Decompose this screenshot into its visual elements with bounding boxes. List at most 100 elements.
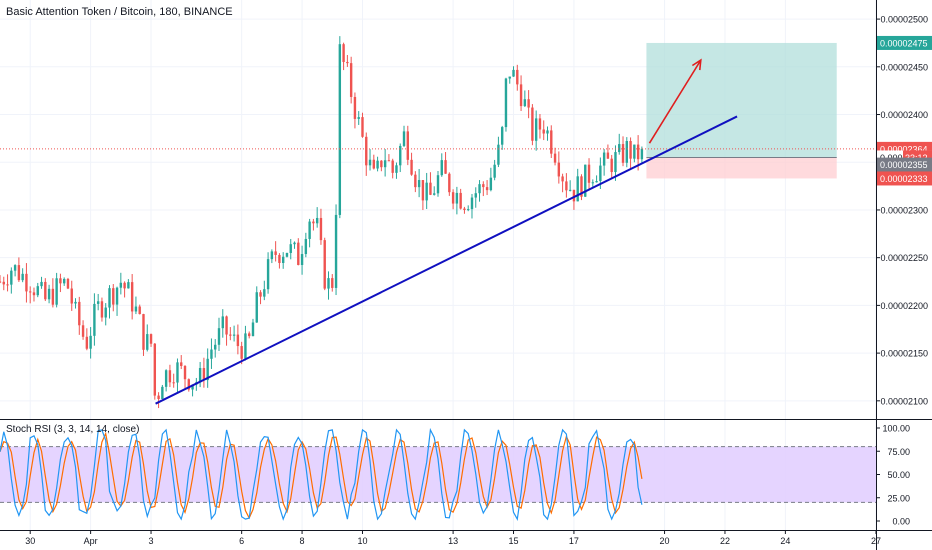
candle-body (40, 281, 43, 287)
candle-29 (108, 285, 111, 319)
candle-body (444, 160, 447, 174)
candle-body (206, 358, 209, 381)
candle-7 (25, 263, 28, 303)
candle-body (315, 217, 319, 224)
candle-49 (183, 365, 187, 390)
projection-arrow (648, 59, 702, 144)
candle-59 (221, 309, 224, 338)
candle-78 (293, 241, 296, 249)
stoch-rsi-k-line (0, 427, 643, 521)
candle-body (568, 189, 572, 191)
price-badge-4: 0.00002333 (877, 171, 932, 186)
candle-body (338, 44, 342, 215)
candle-body (62, 278, 66, 284)
candle-body (538, 118, 542, 130)
candle-body (232, 334, 236, 336)
candle-body (210, 349, 213, 359)
candle-body (119, 282, 123, 288)
price-badge-0: 0.00002475 (877, 35, 932, 50)
candle-body (516, 69, 519, 85)
candle-94 (353, 92, 357, 129)
candle-body (55, 278, 58, 305)
candle-body (500, 127, 504, 145)
candle-body (565, 181, 568, 191)
candle-body (183, 365, 187, 380)
candle-body (572, 189, 576, 202)
candle-body (425, 182, 428, 201)
candle-79 (297, 238, 300, 266)
candle-68 (255, 286, 258, 323)
candle-9 (32, 287, 36, 302)
candle-body (112, 288, 115, 305)
candle-117 (440, 153, 443, 177)
candle-105 (395, 162, 398, 179)
candle-27 (100, 297, 104, 322)
candle-93 (349, 56, 353, 104)
candle-76 (285, 252, 289, 258)
candle-body (304, 238, 308, 255)
candle-body (59, 278, 62, 284)
time-tick-label: 24 (780, 536, 790, 546)
price-tick-label: 0.00002250 (880, 253, 928, 263)
candle-115 (433, 186, 436, 196)
candle-body (281, 256, 285, 263)
candle-88 (331, 274, 334, 292)
candle-11 (40, 276, 43, 289)
candle-body (485, 187, 489, 191)
candle-body (327, 278, 330, 289)
time-axis: 30 Apr 3 6 8 10 13 15 17 20 22 24 27 (25, 530, 881, 546)
candle-body (459, 192, 462, 209)
candle-body (263, 289, 266, 297)
candle-body (534, 118, 538, 141)
candle-body (618, 144, 621, 153)
candle-114 (429, 172, 432, 196)
candle-body (591, 182, 595, 184)
candle-body (451, 192, 455, 204)
candle-body (259, 292, 262, 297)
candle-147 (553, 147, 557, 166)
candle-body (508, 76, 511, 79)
price-tick-label: 0.00002200 (880, 301, 928, 311)
candle-162 (610, 154, 613, 178)
stoch-rsi-band (0, 446, 876, 503)
candle-86 (323, 237, 326, 291)
time-tick-label: 15 (509, 536, 519, 546)
candle-body (164, 370, 168, 387)
candle-119 (448, 172, 451, 196)
candle-body (625, 141, 628, 163)
candle-50 (187, 378, 190, 392)
candle-body (561, 176, 564, 182)
candle-110 (414, 171, 417, 193)
candle-47 (176, 358, 179, 394)
time-tick-label: 30 (25, 536, 35, 546)
candle-22 (81, 320, 85, 340)
candle-body (557, 162, 561, 177)
candle-body (191, 384, 194, 390)
candle-body (278, 254, 281, 263)
candle-8 (29, 286, 32, 304)
candle-body (342, 44, 345, 62)
candle-body (319, 217, 323, 241)
candle-83 (312, 218, 315, 231)
candle-body (285, 252, 289, 257)
candle-body (251, 322, 255, 337)
candle-body (372, 159, 376, 169)
candle-118 (444, 152, 447, 174)
candle-body (629, 141, 632, 159)
candle-70 (263, 280, 266, 301)
candle-body (236, 334, 240, 347)
candle-body (429, 182, 432, 195)
candle-38 (142, 313, 145, 356)
trendline (155, 115, 738, 405)
candle-body (104, 307, 107, 318)
candle-75 (281, 252, 285, 269)
time-tick-label: 3 (149, 536, 154, 546)
candle-body (274, 251, 277, 255)
candle-130 (489, 167, 493, 192)
candle-body (470, 197, 474, 210)
candle-123 (463, 206, 466, 214)
candle-108 (406, 125, 409, 166)
candle-body (576, 176, 579, 202)
candle-body (542, 129, 545, 134)
